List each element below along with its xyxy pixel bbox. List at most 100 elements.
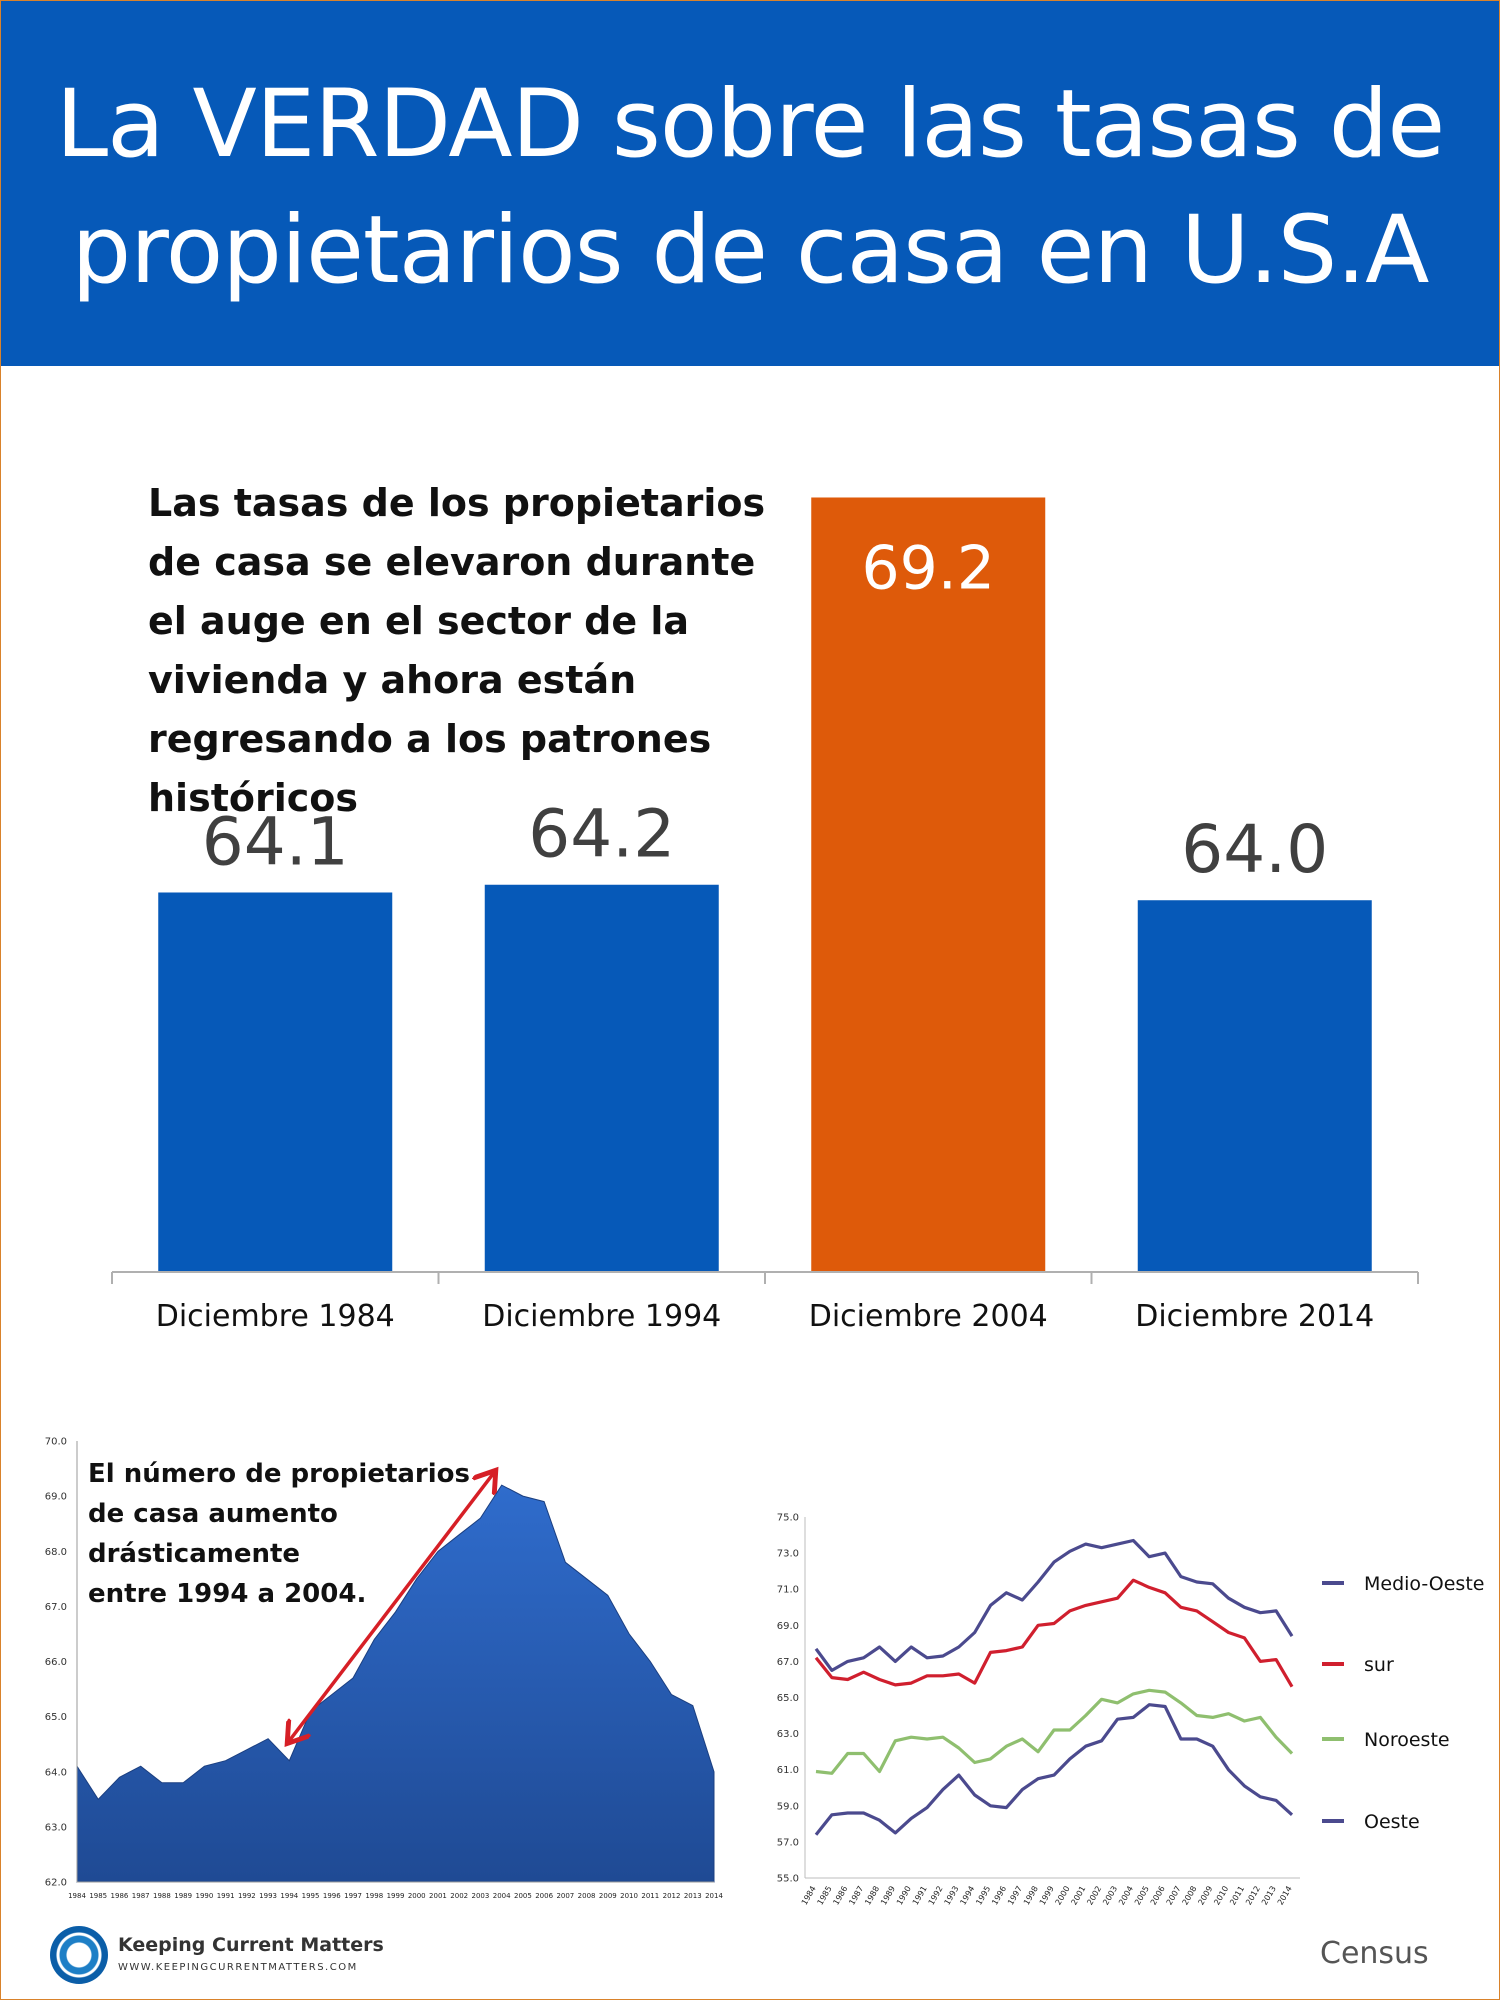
line-x-tick-label-28: 2012 [1244, 1885, 1262, 1907]
line-x-tick-label-2: 1986 [831, 1885, 849, 1907]
brand-logo-block[interactable]: Keeping Current Matters WWW.KEEPINGCURRE… [50, 1926, 410, 1984]
area-y-tick-label-5: 67.0 [45, 1602, 67, 1613]
brand-url: WWW.KEEPINGCURRENTMATTERS.COM [118, 1962, 358, 1973]
line-x-tick-label-25: 2009 [1196, 1885, 1214, 1907]
line-x-tick-label-17: 2001 [1069, 1885, 1087, 1907]
line-x-tick-label-20: 2004 [1117, 1885, 1135, 1907]
page-title: La VERDAD sobre las tasas de propietario… [0, 62, 1500, 314]
line-y-tick-label-2: 59.0 [777, 1801, 799, 1812]
area-x-tick-label-1: 1985 [89, 1892, 107, 1900]
area-x-tick-label-0: 1984 [68, 1892, 86, 1900]
line-x-tick-label-7: 1991 [911, 1885, 929, 1907]
area-x-tick-label-9: 1993 [259, 1892, 277, 1900]
area-x-tick-label-22: 2006 [535, 1892, 553, 1900]
category-label-0: Diciembre 1984 [156, 1299, 395, 1334]
area-x-tick-label-25: 2009 [599, 1892, 617, 1900]
area-x-tick-label-19: 2003 [472, 1892, 490, 1900]
area-x-tick-label-8: 1992 [238, 1892, 256, 1900]
area-x-tick-label-6: 1990 [195, 1892, 213, 1900]
line-x-tick-label-3: 1987 [847, 1885, 865, 1907]
series-line-2 [815, 1688, 1294, 1775]
line-x-tick-label-1: 1985 [816, 1885, 834, 1907]
annotation-line-1: de casa aumento [88, 1499, 338, 1529]
source-credit: Census [1320, 1936, 1429, 1971]
area-y-tick-label-3: 65.0 [45, 1712, 67, 1723]
area-x-tick-label-10: 1994 [280, 1892, 298, 1900]
bar-3 [1137, 900, 1372, 1272]
line-y-tick-label-0: 55.0 [777, 1874, 799, 1885]
line-x-tick-label-18: 2002 [1085, 1885, 1103, 1907]
area-y-tick-label-6: 68.0 [45, 1547, 67, 1558]
bar-1 [484, 884, 719, 1272]
brand-name: Keeping Current Matters [118, 1934, 384, 1956]
area-x-tick-label-7: 1991 [217, 1892, 235, 1900]
line-x-tick-label-8: 1992 [927, 1885, 945, 1907]
line-x-tick-label-5: 1989 [879, 1885, 897, 1907]
line-x-tick-label-30: 2014 [1276, 1885, 1294, 1907]
line-chart: 55.0 57.0 59.0 61.0 63.0 65.0 67.0 69.0 71.0 73.0… [777, 1513, 1485, 1907]
area-x-tick-label-17: 2001 [429, 1892, 447, 1900]
bar-0 [158, 892, 393, 1272]
area-y-tick-label-0: 62.0 [45, 1878, 67, 1889]
line-x-tick-label-24: 2008 [1181, 1885, 1199, 1907]
area-x-tick-label-26: 2010 [620, 1892, 638, 1900]
area-y-tick-label-8: 70.0 [45, 1437, 67, 1448]
line-x-tick-label-12: 1996 [990, 1885, 1008, 1907]
area-x-tick-label-24: 2008 [578, 1892, 596, 1900]
series-line-0 [814, 1538, 1294, 1672]
annotation-line-3: entre 1994 a 2004. [88, 1579, 366, 1609]
line-y-tick-label-3: 61.0 [777, 1765, 799, 1776]
annotation-arrow [289, 1473, 493, 1741]
area-x-tick-label-23: 2007 [556, 1892, 574, 1900]
line-x-tick-label-4: 1988 [863, 1885, 881, 1907]
area-x-tick-label-13: 1997 [344, 1892, 362, 1900]
line-y-tick-label-9: 73.0 [777, 1549, 799, 1560]
line-y-tick-label-5: 65.0 [777, 1693, 799, 1704]
line-x-tick-label-21: 2005 [1133, 1885, 1151, 1907]
page-title-line-2: propietarios de casa en U.S.A [71, 196, 1430, 305]
page-title-line-1: La VERDAD sobre las tasas de [55, 70, 1446, 179]
area-x-tick-label-2: 1986 [111, 1892, 129, 1900]
category-label-2: Diciembre 2004 [809, 1299, 1048, 1334]
line-x-tick-label-6: 1990 [895, 1885, 913, 1907]
line-y-tick-label-10: 75.0 [777, 1513, 799, 1524]
legend-label-1: sur [1364, 1654, 1394, 1676]
area-x-tick-label-15: 1999 [387, 1892, 405, 1900]
bar-value-label-1: 64.2 [528, 796, 675, 873]
area-x-tick-label-12: 1996 [323, 1892, 341, 1900]
bar-chart: 64.1 Diciembre 1984 64.2 Diciembre 1994 69.2… [111, 497, 1419, 1334]
line-y-tick-label-6: 67.0 [777, 1657, 799, 1668]
line-x-tick-label-23: 2007 [1165, 1885, 1183, 1907]
bar-value-label-3: 64.0 [1181, 811, 1328, 888]
swirl-logo-icon [50, 1926, 108, 1984]
series-line-1 [814, 1578, 1294, 1688]
annotation-line-0: El número de propietarios [88, 1459, 470, 1489]
intro-text: Las tasas de los propietarios de casa se… [148, 481, 766, 820]
legend-label-0: Medio-Oeste [1364, 1573, 1484, 1595]
line-x-tick-label-22: 2006 [1149, 1885, 1167, 1907]
line-y-tick-label-1: 57.0 [777, 1837, 799, 1848]
line-x-tick-label-19: 2003 [1101, 1885, 1119, 1907]
area-x-tick-label-18: 2002 [450, 1892, 468, 1900]
area-x-tick-label-20: 2004 [493, 1892, 511, 1900]
area-x-tick-label-27: 2011 [641, 1892, 659, 1900]
area-y-tick-label-7: 69.0 [45, 1492, 67, 1503]
line-x-tick-label-11: 1995 [974, 1885, 992, 1907]
area-x-tick-label-21: 2005 [514, 1892, 532, 1900]
line-x-tick-label-9: 1993 [943, 1885, 961, 1907]
line-y-tick-label-8: 71.0 [777, 1585, 799, 1596]
line-x-tick-label-14: 1998 [1022, 1885, 1040, 1907]
header-banner: La VERDAD sobre las tasas de propietario… [0, 0, 1500, 366]
area-x-tick-label-28: 2012 [663, 1892, 681, 1900]
bar-value-label-0: 64.1 [202, 803, 349, 880]
area-x-tick-label-30: 2014 [705, 1892, 723, 1900]
line-x-tick-label-16: 2000 [1054, 1885, 1072, 1907]
area-y-tick-label-2: 64.0 [45, 1767, 67, 1778]
area-x-tick-label-4: 1988 [153, 1892, 171, 1900]
bar-2 [811, 497, 1046, 1272]
bar-value-label-2: 69.2 [861, 533, 995, 603]
line-x-tick-label-29: 2013 [1260, 1885, 1278, 1907]
area-x-tick-label-5: 1989 [174, 1892, 192, 1900]
legend-label-3: Oeste [1364, 1811, 1420, 1833]
area-x-tick-label-11: 1995 [302, 1892, 320, 1900]
